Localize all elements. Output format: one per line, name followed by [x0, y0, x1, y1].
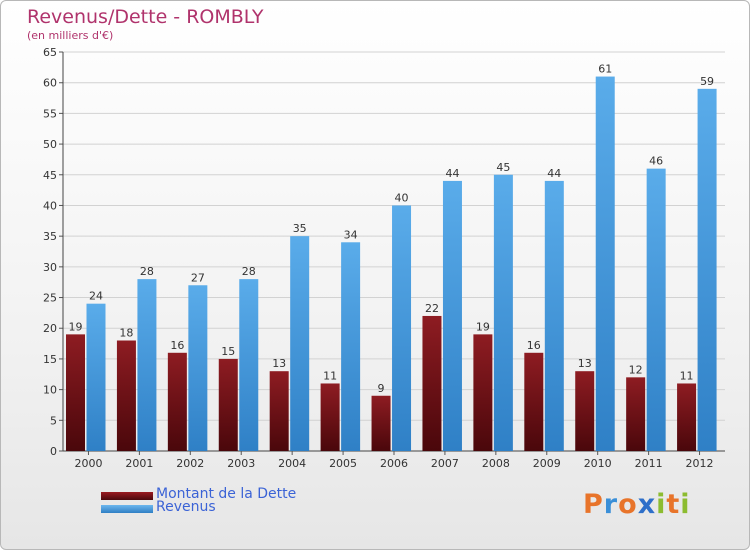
x-tick-label: 2003	[227, 457, 255, 470]
logo-letter: i	[656, 489, 667, 520]
proxiti-logo: Proxiti	[583, 489, 691, 520]
bar-revenue	[697, 88, 717, 451]
bar-debt	[269, 371, 289, 451]
bar-revenue	[646, 168, 666, 451]
chart-title: Revenus/Dette - ROMBLY	[27, 6, 264, 28]
legend-swatch-debt	[101, 492, 153, 500]
x-tick-label: 2004	[278, 457, 306, 470]
data-label: 61	[598, 63, 612, 76]
y-tick-label: 55	[43, 107, 57, 120]
legend-swatch-revenue	[101, 505, 153, 513]
bar-debt	[524, 352, 544, 451]
data-label: 28	[140, 265, 154, 278]
data-label: 46	[649, 155, 663, 168]
data-label: 18	[119, 327, 133, 340]
data-label: 34	[344, 228, 358, 241]
bar-revenue	[290, 236, 310, 451]
y-tick-label: 25	[43, 292, 57, 305]
logo-letter: i	[680, 489, 691, 520]
logo-letter: o	[618, 489, 638, 520]
data-label: 45	[496, 161, 510, 174]
bar-debt	[371, 395, 391, 451]
bar-revenue	[137, 279, 157, 451]
data-label: 40	[395, 191, 409, 204]
bar-debt	[575, 371, 595, 451]
data-label: 16	[527, 339, 541, 352]
bar-debt	[626, 377, 646, 451]
logo-letter: x	[637, 489, 657, 520]
bar-debt	[473, 334, 493, 451]
logo-letter: P	[583, 489, 604, 520]
data-label: 12	[629, 363, 643, 376]
data-label: 28	[242, 265, 256, 278]
bar-debt	[167, 352, 187, 451]
y-tick-label: 45	[43, 169, 57, 182]
y-tick-label: 20	[43, 322, 57, 335]
bar-debt	[422, 315, 442, 451]
data-label: 16	[170, 339, 184, 352]
bar-revenue	[544, 180, 564, 451]
y-tick-label: 15	[43, 353, 57, 366]
x-tick-label: 2000	[74, 457, 102, 470]
data-label: 44	[445, 167, 459, 180]
y-tick-label: 30	[43, 261, 57, 274]
x-tick-label: 2009	[533, 457, 561, 470]
bar-revenue	[493, 174, 513, 451]
x-tick-label: 2007	[431, 457, 459, 470]
data-label: 59	[700, 75, 714, 88]
x-tick-label: 2012	[686, 457, 714, 470]
x-tick-label: 2001	[125, 457, 153, 470]
bar-debt	[116, 340, 136, 451]
x-tick-label: 2005	[329, 457, 357, 470]
x-tick-label: 2006	[380, 457, 408, 470]
data-label: 22	[425, 302, 439, 315]
y-tick-label: 50	[43, 138, 57, 151]
bar-revenue	[188, 285, 208, 451]
y-tick-label: 10	[43, 384, 57, 397]
data-label: 44	[547, 167, 561, 180]
y-tick-label: 5	[50, 414, 57, 427]
bar-revenue	[341, 242, 361, 451]
data-label: 9	[378, 382, 385, 395]
chart-subtitle: (en milliers d'€)	[27, 29, 114, 42]
y-tick-label: 0	[50, 445, 57, 458]
bar-debt	[218, 358, 238, 451]
data-label: 35	[293, 222, 307, 235]
logo-letter: r	[603, 489, 619, 520]
data-label: 11	[323, 369, 337, 382]
bar-revenue	[392, 205, 412, 451]
y-tick-label: 35	[43, 230, 57, 243]
x-tick-label: 2010	[584, 457, 612, 470]
bar-revenue	[239, 279, 259, 451]
data-label: 19	[69, 320, 83, 333]
y-tick-label: 60	[43, 77, 57, 90]
data-label: 13	[578, 357, 592, 370]
data-label: 15	[221, 345, 235, 358]
bar-revenue	[595, 76, 615, 452]
bar-debt	[66, 334, 85, 451]
bar-debt	[320, 383, 340, 451]
y-tick-label: 40	[43, 199, 57, 212]
bar-debt	[677, 383, 697, 451]
logo-letter: t	[666, 489, 681, 520]
data-label: 24	[89, 290, 103, 303]
legend-label-debt: Montant de la Dette	[156, 486, 297, 502]
x-tick-label: 2008	[482, 457, 510, 470]
data-label: 11	[680, 369, 694, 382]
bar-revenue	[86, 303, 106, 451]
data-label: 27	[191, 271, 205, 284]
y-tick-label: 65	[43, 46, 57, 59]
data-label: 19	[476, 320, 490, 333]
x-tick-label: 2002	[176, 457, 204, 470]
data-label: 13	[272, 357, 286, 370]
bar-revenue	[442, 180, 462, 451]
legend-label-revenue: Revenus	[156, 499, 216, 515]
x-tick-label: 2011	[635, 457, 663, 470]
